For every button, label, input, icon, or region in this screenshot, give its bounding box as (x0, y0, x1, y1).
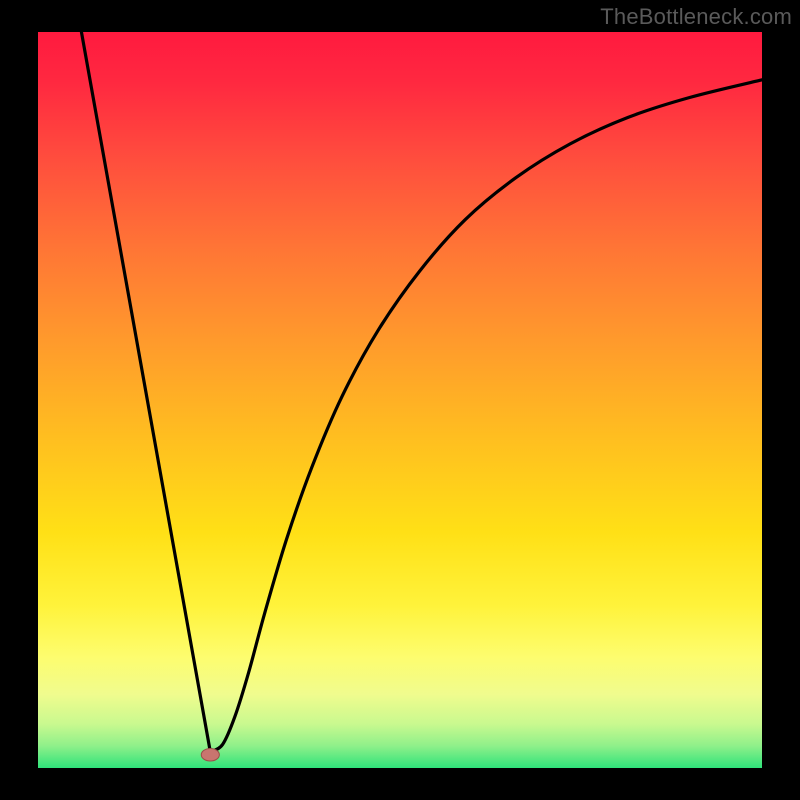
watermark-text: TheBottleneck.com (600, 4, 792, 30)
bottleneck-chart: TheBottleneck.com (0, 0, 800, 800)
chart-svg (0, 0, 800, 800)
optimum-marker (201, 748, 219, 761)
